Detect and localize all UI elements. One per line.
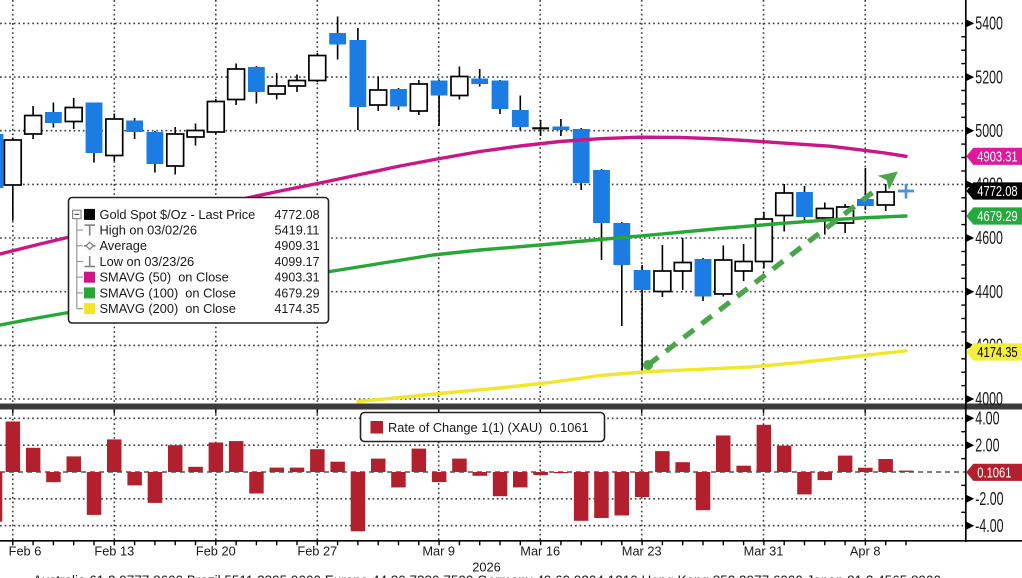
svg-text:4772.08: 4772.08 xyxy=(977,183,1017,200)
svg-text:2026: 2026 xyxy=(472,560,500,575)
svg-text:Mar 23: Mar 23 xyxy=(622,544,662,559)
svg-text:4000: 4000 xyxy=(975,389,1003,409)
svg-text:High on 03/02/26: High on 03/02/26 xyxy=(100,223,197,238)
svg-text:Rate of Change 1(1) (XAU) 0.1: Rate of Change 1(1) (XAU) 0.1061 xyxy=(388,420,589,435)
svg-text:Low on 03/23/26: Low on 03/23/26 xyxy=(100,254,195,269)
svg-text:4772.08: 4772.08 xyxy=(275,207,320,222)
svg-text:4903.31: 4903.31 xyxy=(275,270,320,285)
svg-text:Mar 16: Mar 16 xyxy=(520,544,560,559)
svg-text:5400: 5400 xyxy=(975,14,1003,34)
svg-text:4679.29: 4679.29 xyxy=(275,285,320,300)
svg-text:5000: 5000 xyxy=(975,121,1003,141)
svg-text:-2.00: -2.00 xyxy=(975,489,1003,509)
svg-text:SMAVG (50) on Close: SMAVG (50) on Close xyxy=(100,270,229,285)
svg-text:SMAVG (200) on Close: SMAVG (200) on Close xyxy=(100,301,236,316)
svg-text:4174.35: 4174.35 xyxy=(275,301,320,316)
svg-text:Mar 9: Mar 9 xyxy=(422,544,455,559)
svg-text:Feb 27: Feb 27 xyxy=(297,544,337,559)
svg-text:4174.35: 4174.35 xyxy=(977,344,1017,361)
svg-text:2.00: 2.00 xyxy=(975,435,999,455)
svg-text:Feb 13: Feb 13 xyxy=(94,544,134,559)
svg-text:4679.29: 4679.29 xyxy=(977,208,1017,225)
svg-text:4099.17: 4099.17 xyxy=(275,254,320,269)
svg-text:Apr 8: Apr 8 xyxy=(850,544,881,559)
svg-text:5200: 5200 xyxy=(975,67,1003,87)
svg-text:4.00: 4.00 xyxy=(975,409,999,429)
svg-text:4400: 4400 xyxy=(975,282,1003,302)
svg-text:0.1061: 0.1061 xyxy=(977,465,1011,482)
svg-text:4909.31: 4909.31 xyxy=(275,238,320,253)
svg-text:5419.11: 5419.11 xyxy=(275,223,320,238)
svg-text:4600: 4600 xyxy=(975,228,1003,248)
svg-text:-4.00: -4.00 xyxy=(975,516,1003,536)
svg-text:Feb 6: Feb 6 xyxy=(9,544,42,559)
svg-text:Average: Average xyxy=(100,238,147,253)
svg-text:SMAVG (100) on Close: SMAVG (100) on Close xyxy=(100,285,236,300)
svg-text:Gold Spot $/Oz - Last Price: Gold Spot $/Oz - Last Price xyxy=(100,207,256,222)
svg-text:Mar 31: Mar 31 xyxy=(744,544,784,559)
svg-text:Australia 61 2 9777 8600 Brazi: Australia 61 2 9777 8600 Brazil 5511 239… xyxy=(33,573,941,578)
svg-text:4903.31: 4903.31 xyxy=(977,149,1017,166)
svg-text:Feb 20: Feb 20 xyxy=(196,544,236,559)
